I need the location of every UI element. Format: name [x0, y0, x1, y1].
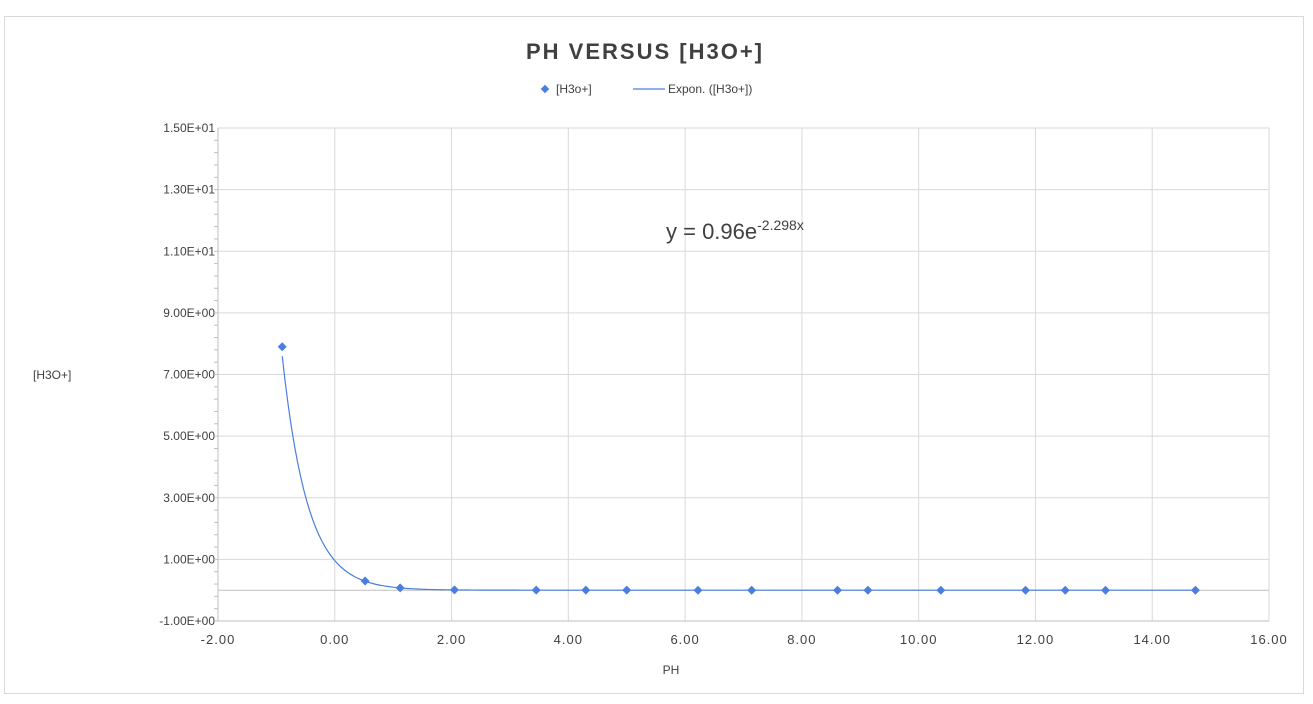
data-point	[936, 585, 946, 595]
data-point	[1190, 585, 1200, 595]
equation-exponent: -2.298x	[757, 217, 804, 233]
chart-frame: -2.00 0.00 2.00 4.00 6.00 8.00 10.00 12.00 14.00…	[4, 16, 1304, 694]
trend-layer	[281, 356, 1196, 591]
x-tick-label: 6.00	[670, 632, 699, 647]
y-tick-label: 5.00E+00	[163, 429, 215, 443]
grid-layer	[218, 127, 1269, 621]
trendline-equation: y = 0.96e-2.298x	[666, 217, 804, 244]
x-tick-label: 2.00	[437, 632, 466, 647]
data-point	[747, 585, 757, 595]
legend-label-scatter: [H3o+]	[556, 82, 592, 96]
chart-title: PH VERSUS [H3O+]	[526, 39, 764, 64]
x-tick-label: 10.00	[900, 632, 938, 647]
y-tick-label: -1.00E+00	[159, 614, 215, 628]
y-axis-label: [H3O+]	[33, 368, 71, 382]
y-tick-label: 9.00E+00	[163, 306, 215, 320]
data-point	[277, 342, 287, 352]
data-point	[360, 576, 370, 586]
equation-base: y = 0.96e	[666, 219, 757, 244]
data-point	[833, 585, 843, 595]
x-tick-label: 4.00	[554, 632, 583, 647]
y-tick-label: 1.50E+01	[163, 121, 215, 135]
data-point	[622, 585, 632, 595]
x-tick-label: 12.00	[1017, 632, 1055, 647]
legend: [H3o+] Expon. ([H3o+])	[540, 82, 752, 96]
legend-marker-scatter	[540, 84, 550, 94]
axis-layer: -2.00 0.00 2.00 4.00 6.00 8.00 10.00 12.00 14.00…	[159, 121, 1288, 647]
y-tick-label: 1.00E+00	[163, 552, 215, 566]
y-tick-label: 7.00E+00	[163, 368, 215, 382]
data-point	[581, 585, 591, 595]
data-point	[1101, 585, 1111, 595]
x-tick-label: 8.00	[787, 632, 816, 647]
x-tick-label: -2.00	[201, 632, 236, 647]
x-tick-label: 0.00	[320, 632, 349, 647]
exponential-trendline	[281, 356, 1196, 591]
x-axis-label: PH	[663, 663, 680, 677]
y-tick-label: 1.30E+01	[163, 183, 215, 197]
y-tick-label: 1.10E+01	[163, 244, 215, 258]
data-point	[531, 585, 541, 595]
x-tick-label: 14.00	[1133, 632, 1171, 647]
data-point	[395, 583, 405, 593]
data-point	[693, 585, 703, 595]
data-point	[1060, 585, 1070, 595]
data-point	[863, 585, 873, 595]
legend-label-trendline: Expon. ([H3o+])	[668, 82, 752, 96]
x-tick-label: 16.00	[1250, 632, 1288, 647]
data-point	[449, 585, 459, 595]
point-layer	[277, 342, 1200, 595]
data-point	[1021, 585, 1031, 595]
y-tick-label: 3.00E+00	[163, 491, 215, 505]
chart-svg: -2.00 0.00 2.00 4.00 6.00 8.00 10.00 12.00 14.00…	[33, 39, 1288, 677]
